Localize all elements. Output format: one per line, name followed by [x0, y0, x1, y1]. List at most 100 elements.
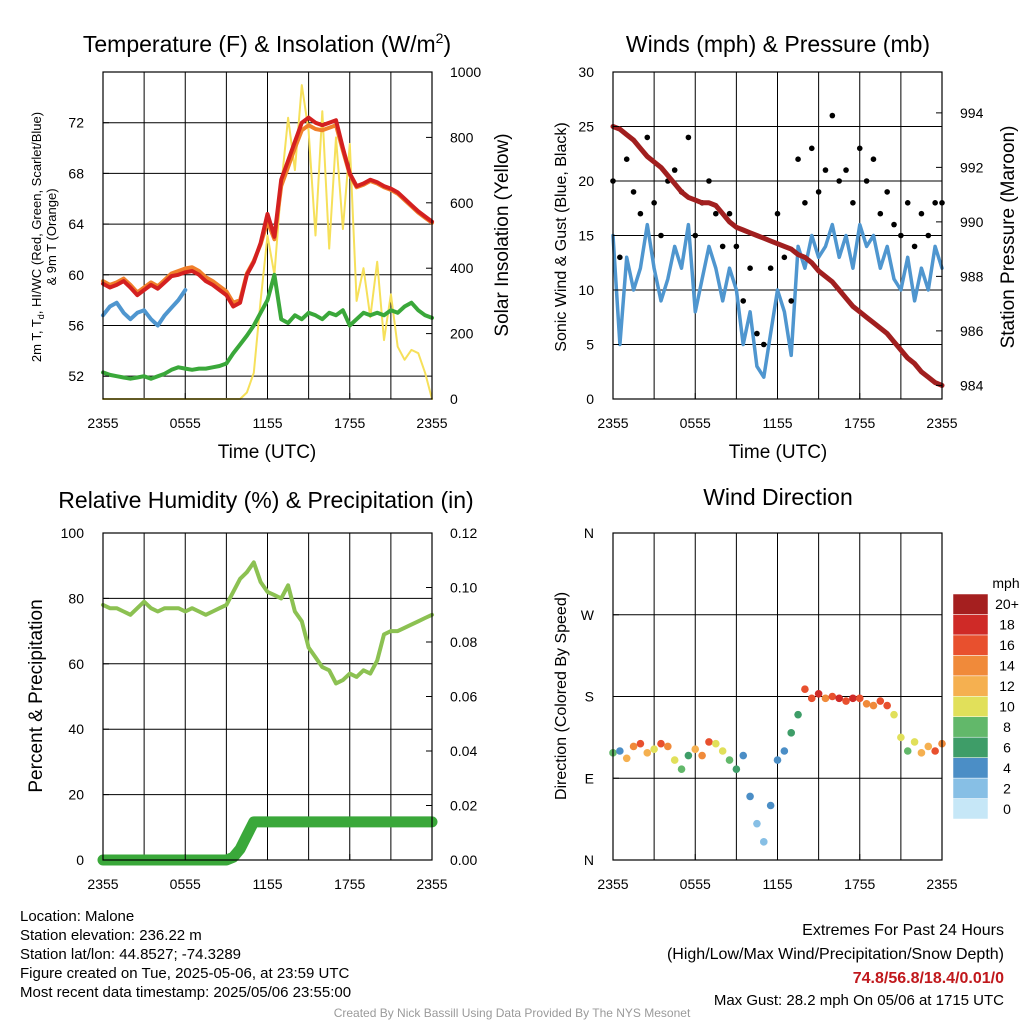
gust-point	[671, 167, 678, 173]
direction-point	[780, 747, 789, 755]
temp-xtick-label: 1155	[252, 415, 282, 431]
wind-ytick-label: 25	[578, 119, 594, 135]
direction-point	[917, 749, 926, 757]
temp-ylabel: 2m T, Td, HI/WC (Red, Green, Scarlet/Blu…	[29, 112, 46, 362]
direction-point	[862, 699, 871, 708]
credit-text: Created By Nick Bassill Using Data Provi…	[333, 1006, 691, 1020]
dir-ylabel: Direction (Colored By Speed)	[553, 592, 570, 800]
rh-xtick-label: 2355	[87, 876, 118, 892]
dir-xtick-label: 0555	[680, 876, 711, 892]
temp-y2tick-label: 0	[450, 391, 458, 407]
extremes-legend: (High/Low/Max Wind/Precipitation/Snow De…	[666, 946, 1004, 963]
dir-xtick-label: 2355	[926, 876, 957, 892]
gust-point	[795, 156, 801, 162]
temp-ytick-label: 72	[68, 115, 84, 131]
gust-point	[856, 145, 863, 152]
temp-ytick-label: 64	[68, 216, 84, 232]
direction-point	[650, 745, 658, 753]
rh-ytick-label: 20	[68, 787, 84, 803]
direction-point	[883, 701, 891, 710]
direction-point	[698, 751, 706, 760]
wind-xtick-label: 0555	[680, 415, 711, 431]
dir-ytick-label: N	[584, 525, 594, 541]
rh-ytick-label: 40	[68, 721, 84, 737]
rh-ytick-label: 100	[61, 525, 85, 541]
gust-point	[767, 265, 774, 272]
rh-xtick-label: 1755	[334, 876, 365, 892]
direction-point	[746, 792, 754, 801]
colorbar-label: 2	[1003, 780, 1011, 796]
direction-point	[924, 742, 933, 751]
rh-ytick-label: 80	[68, 590, 84, 606]
extremes-box: Extremes For Past 24 Hours (High/Low/Max…	[667, 919, 1004, 1011]
wind-y2tick-label: 984	[960, 377, 984, 393]
colorbar-swatch	[952, 593, 989, 615]
rh-ytick-label: 60	[68, 656, 84, 672]
colorbar-title: mph	[992, 575, 1019, 591]
colorbar-swatch	[952, 696, 989, 717]
temp-plot-frame	[102, 71, 433, 400]
wind-xtick-label: 2355	[926, 415, 957, 431]
direction-point	[732, 765, 741, 773]
colorbar-label: 8	[1003, 719, 1011, 735]
direction-point	[643, 749, 652, 757]
temp-y2tick-label: 600	[450, 195, 474, 211]
rh-y2tick-label: 0.04	[450, 743, 477, 759]
rh-y2tick-label: 0.02	[450, 798, 477, 814]
gust-point	[617, 254, 623, 261]
temp-y2tick-label: 400	[450, 260, 474, 276]
temp-xtick-label: 2355	[87, 415, 118, 431]
gust-point	[733, 243, 740, 250]
direction-point	[787, 729, 796, 737]
colorbar-swatch	[952, 716, 989, 738]
rh-y2tick-label: 0.10	[450, 580, 477, 596]
direction-point	[842, 697, 850, 705]
direction-point	[931, 747, 939, 755]
gust-point	[706, 178, 712, 184]
direction-point	[897, 733, 905, 742]
direction-point	[664, 742, 672, 751]
colorbar-label: 4	[1003, 760, 1011, 776]
gust-point	[644, 134, 651, 141]
gust-point	[692, 232, 699, 239]
temp-ytick-label: 68	[68, 165, 84, 181]
temp-y2label: Solar Insolation (Yellow)	[492, 133, 513, 336]
direction-point	[890, 710, 898, 719]
colorbar-label: 12	[999, 678, 1015, 694]
wind-chill-line	[101, 288, 188, 328]
temp-xlabel: Time (UTC)	[218, 442, 317, 463]
wind-xtick-label: 2355	[597, 415, 628, 431]
direction-point	[725, 756, 734, 764]
colorbar-swatch	[952, 655, 989, 677]
gust-point	[843, 167, 849, 173]
direction-point	[616, 747, 624, 755]
wind-xlabel: Time (UTC)	[729, 442, 828, 463]
dir-xtick-label: 1155	[762, 876, 792, 892]
temp-2m-line	[101, 115, 434, 309]
rh-panel-title: Relative Humidity (%) & Precipitation (i…	[58, 487, 473, 513]
temp-xtick-label: 0555	[170, 415, 201, 431]
direction-point	[903, 747, 912, 755]
dir-plot-frame	[612, 532, 943, 861]
station-pressure-line	[610, 124, 945, 388]
direction-point	[739, 751, 748, 760]
temp-y2tick-label: 1000	[450, 64, 481, 80]
rh-y2tick-label: 0.12	[450, 525, 477, 541]
direction-point	[712, 739, 720, 748]
direction-point	[691, 745, 700, 753]
figure-created: Figure created on Tue, 2025-05-06, at 23…	[20, 965, 350, 982]
rh-xtick-label: 2355	[416, 876, 447, 892]
temp-y2tick-label: 200	[450, 326, 474, 342]
gust-point	[802, 200, 808, 206]
gust-point	[788, 298, 795, 304]
rh-y2tick-label: 0.08	[450, 634, 477, 650]
direction-point	[670, 756, 679, 764]
rh-xtick-label: 1155	[252, 876, 282, 892]
gust-point	[658, 232, 664, 239]
gust-point	[829, 112, 836, 119]
direction-point	[821, 694, 830, 703]
wind-ytick-label: 0	[586, 391, 594, 407]
temp-ytick-label: 56	[68, 317, 84, 333]
temp-xtick-label: 2355	[416, 415, 447, 431]
meteogram-figure: Temperature (F) & Insolation (W/m2) Wind…	[26, 30, 1020, 892]
